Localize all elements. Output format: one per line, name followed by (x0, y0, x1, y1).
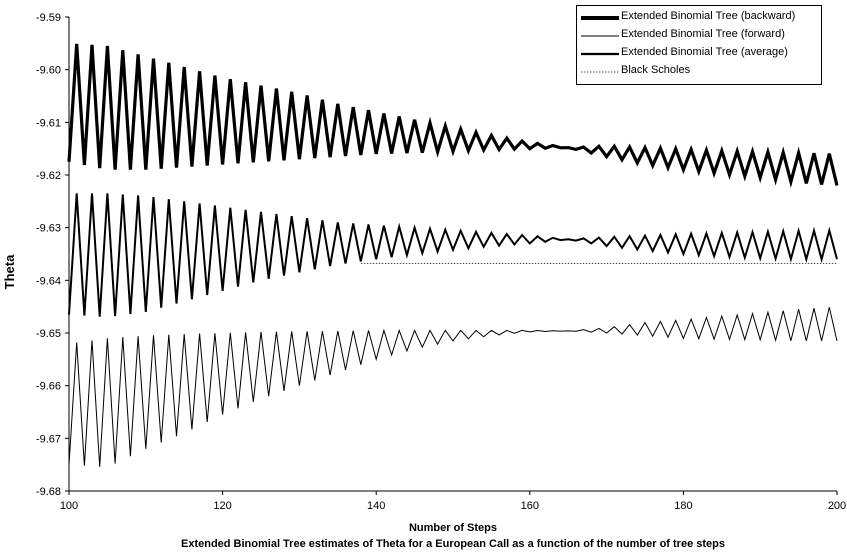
x-tick-label: 140 (367, 500, 385, 512)
y-tick-label: -9.65 (36, 328, 61, 340)
legend-item-backward: Extended Binomial Tree (backward) (577, 8, 821, 25)
y-tick-label: -9.62 (36, 170, 61, 182)
legend-label-forward: Extended Binomial Tree (forward) (621, 28, 785, 40)
y-tick-label: -9.67 (36, 433, 61, 445)
series-layer (67, 43, 839, 467)
legend-swatch-average (581, 52, 619, 56)
series-line-1 (68, 307, 838, 467)
legend-swatch-forward (581, 35, 619, 37)
x-tick-label: 100 (60, 500, 78, 512)
x-axis-label: Number of Steps (409, 522, 497, 534)
legend-item-forward: Extended Binomial Tree (forward) (577, 26, 821, 43)
y-tick-label: -9.61 (36, 117, 61, 129)
y-tick-label: -9.59 (36, 12, 61, 24)
chart-title: Extended Binomial Tree estimates of Thet… (181, 538, 725, 550)
x-tick-label: 200 (828, 500, 846, 512)
legend-swatch-black-scholes (581, 71, 619, 73)
y-tick-label: -9.60 (36, 65, 61, 77)
x-tick-label: 160 (521, 500, 539, 512)
y-tick-label: -9.64 (36, 275, 61, 287)
legend-swatch-backward (581, 16, 619, 20)
y-tick-label: -9.66 (36, 381, 61, 393)
y-axis-label: Theta (2, 254, 17, 289)
axes-group: -9.59 -9.60 -9.61 -9.62 -9.63 -9.64 -9.65 -9.66… (36, 12, 846, 512)
legend-label-backward: Extended Binomial Tree (backward) (621, 10, 796, 22)
x-tick-label: 180 (674, 500, 692, 512)
legend-label-black-scholes: Black Scholes (621, 64, 691, 76)
y-tick-label: -9.68 (36, 486, 61, 498)
series-line-2 (68, 193, 838, 317)
legend-item-average: Extended Binomial Tree (average) (577, 44, 821, 61)
y-tick-label: -9.63 (36, 223, 61, 235)
series-line-0 (67, 43, 839, 189)
x-tick-label: 120 (213, 500, 231, 512)
legend-label-average: Extended Binomial Tree (average) (621, 46, 788, 58)
legend: Extended Binomial Tree (backward) Extend… (576, 5, 822, 85)
legend-item-black-scholes: Black Scholes (577, 62, 821, 79)
